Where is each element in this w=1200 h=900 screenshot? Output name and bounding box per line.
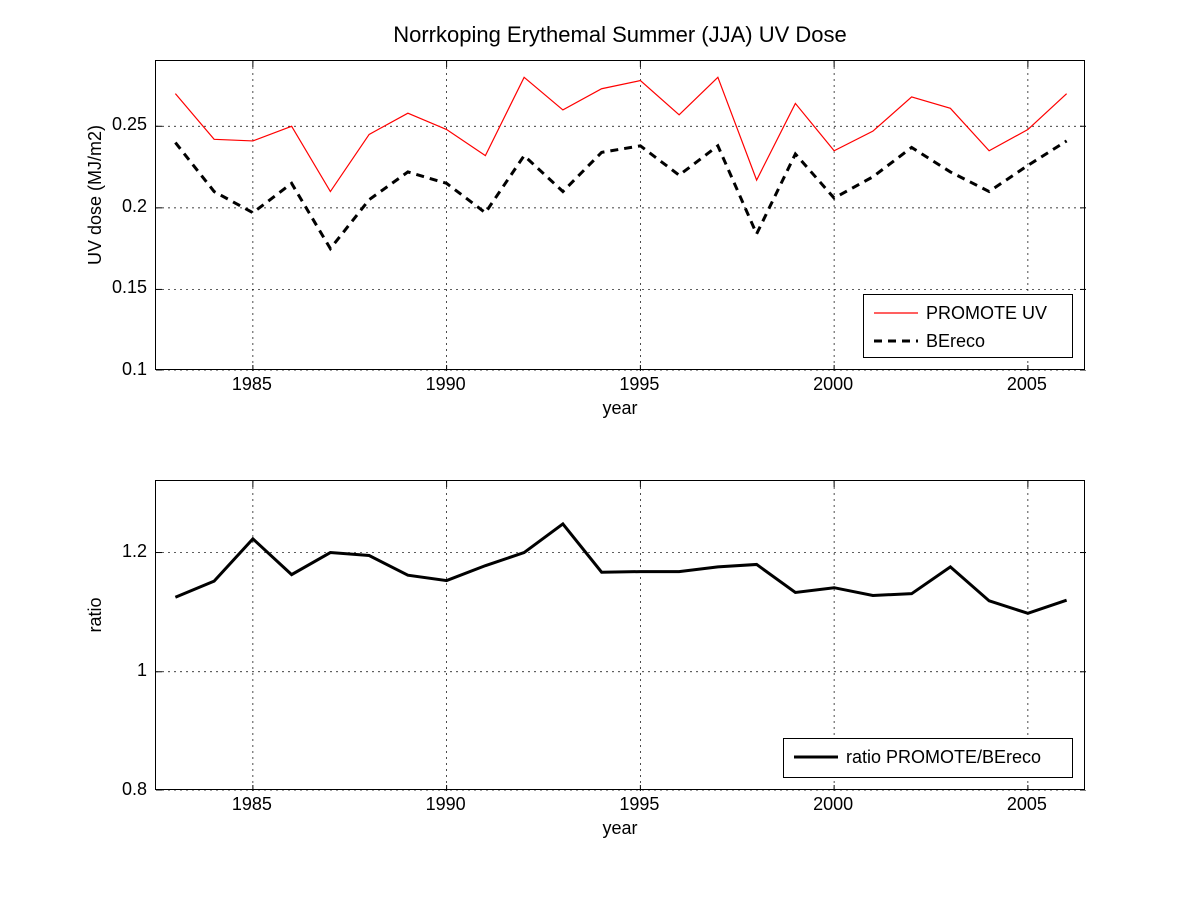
legend-item: PROMOTE UV xyxy=(872,301,1047,325)
ytick-label: 1.2 xyxy=(95,541,147,562)
series-line xyxy=(175,77,1066,191)
legend: PROMOTE UV BEreco xyxy=(863,294,1073,358)
xtick-label: 1995 xyxy=(614,794,664,815)
series-line xyxy=(175,524,1066,613)
ytick-label: 1 xyxy=(95,660,147,681)
uv-dose-xlabel: year xyxy=(155,398,1085,419)
ytick-label: 0.8 xyxy=(95,779,147,800)
series-line xyxy=(175,141,1066,249)
figure: Norrkoping Erythemal Summer (JJA) UV Dos… xyxy=(0,0,1200,900)
xtick-label: 2005 xyxy=(1002,794,1052,815)
ratio-xlabel: year xyxy=(155,818,1085,839)
ytick-label: 0.2 xyxy=(95,196,147,217)
xtick-label: 1990 xyxy=(421,374,471,395)
legend-label: ratio PROMOTE/BEreco xyxy=(846,747,1041,768)
legend-item: BEreco xyxy=(872,329,985,353)
xtick-label: 2000 xyxy=(808,794,858,815)
legend: ratio PROMOTE/BEreco xyxy=(783,738,1073,778)
xtick-label: 2000 xyxy=(808,374,858,395)
legend-item: ratio PROMOTE/BEreco xyxy=(792,745,1041,769)
xtick-label: 1985 xyxy=(227,794,277,815)
xtick-label: 1985 xyxy=(227,374,277,395)
ytick-label: 0.1 xyxy=(95,359,147,380)
figure-title: Norrkoping Erythemal Summer (JJA) UV Dos… xyxy=(155,22,1085,48)
ytick-label: 0.15 xyxy=(95,277,147,298)
xtick-label: 1995 xyxy=(614,374,664,395)
xtick-label: 1990 xyxy=(421,794,471,815)
legend-label: BEreco xyxy=(926,331,985,352)
xtick-label: 2005 xyxy=(1002,374,1052,395)
legend-label: PROMOTE UV xyxy=(926,303,1047,324)
ytick-label: 0.25 xyxy=(95,114,147,135)
